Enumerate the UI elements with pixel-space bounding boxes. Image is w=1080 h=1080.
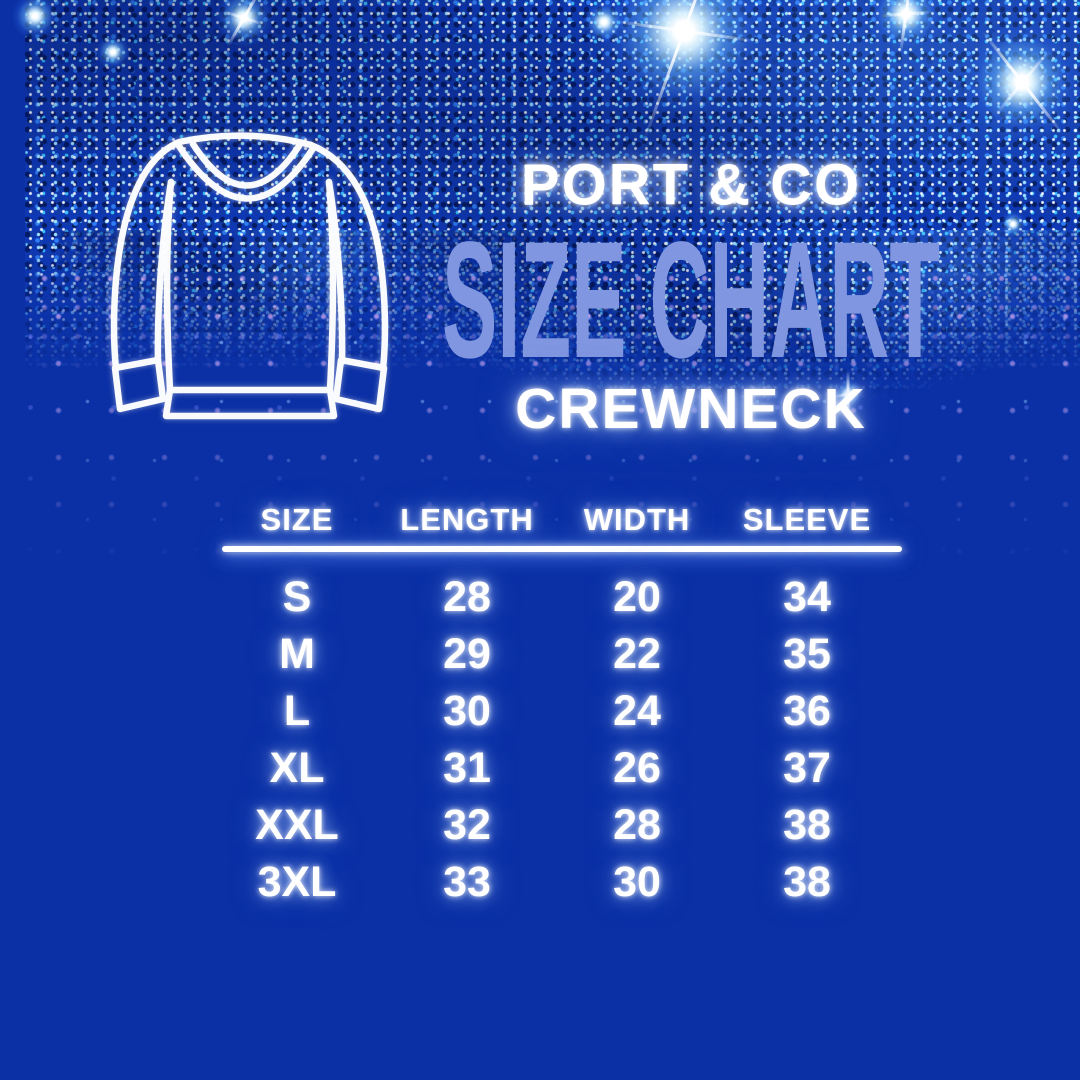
- header-divider-line: [222, 546, 902, 552]
- size-cell: 3XL: [257, 858, 337, 906]
- width-cell: 20: [613, 573, 661, 621]
- star-flare-icon: [12, 0, 58, 39]
- sleeve-cell: 38: [783, 801, 831, 849]
- length-cell: 32: [443, 801, 491, 849]
- size-cell: M: [279, 630, 315, 678]
- star-flare-icon: [583, 1, 625, 43]
- sparkle-icon: [833, 379, 863, 409]
- length-cell: 30: [443, 687, 491, 735]
- table-body: S 28 20 34 M 29 22 35 L 30 24 36 XL 31 2…: [212, 569, 892, 911]
- sleeve-cell: 37: [783, 744, 831, 792]
- table-row: M 29 22 35: [212, 626, 892, 683]
- size-cell: XL: [269, 744, 325, 792]
- column-header-size: SIZE: [260, 502, 334, 537]
- header-block: PORT & CO SIZE CHART CREWNECK: [421, 0, 961, 480]
- length-cell: 33: [443, 858, 491, 906]
- collar-inner-arc: [189, 140, 303, 189]
- star-flare-icon: [964, 24, 1080, 140]
- sleeve-cell: 38: [783, 858, 831, 906]
- star-flare-icon: [215, 0, 273, 47]
- sleeve-cell: 34: [783, 573, 831, 621]
- crewneck-sweater-icon: [110, 132, 389, 420]
- size-cell: L: [283, 687, 311, 735]
- width-cell: 24: [613, 687, 661, 735]
- star-flare-icon: [96, 35, 130, 69]
- sleeve-cell: 36: [783, 687, 831, 735]
- length-cell: 31: [443, 744, 491, 792]
- table-header-row: SIZE LENGTH WIDTH SLEEVE: [212, 500, 892, 540]
- size-cell: S: [282, 573, 312, 621]
- width-cell: 26: [613, 744, 661, 792]
- product-name: CREWNECK: [515, 377, 867, 441]
- collar-top-line: [175, 132, 315, 149]
- table-row: XL 31 26 37: [212, 740, 892, 797]
- table-row: 3XL 33 30 38: [212, 854, 892, 911]
- column-header-length: LENGTH: [400, 502, 534, 537]
- table-row: S 28 20 34: [212, 569, 892, 626]
- width-cell: 22: [613, 630, 661, 678]
- collar-outer-arc: [173, 139, 318, 202]
- length-cell: 29: [443, 630, 491, 678]
- size-cell: XXL: [255, 801, 339, 849]
- page-title: SIZE CHART: [442, 208, 940, 393]
- brand-name: PORT & CO: [520, 152, 862, 218]
- table-row: L 30 24 36: [212, 683, 892, 740]
- column-header-sleeve: SLEEVE: [742, 502, 872, 537]
- sleeve-cell: 35: [783, 630, 831, 678]
- column-header-width: WIDTH: [583, 502, 691, 537]
- width-cell: 30: [613, 858, 661, 906]
- sparkle-icon: [1000, 211, 1026, 237]
- width-cell: 28: [613, 801, 661, 849]
- length-cell: 28: [443, 573, 491, 621]
- glitter-texture-band: [25, 0, 1080, 375]
- table-row: XXL 32 28 38: [212, 797, 892, 854]
- size-chart-table: SIZE LENGTH WIDTH SLEEVE S 28 20 34 M 29…: [212, 500, 902, 911]
- falling-glitter-specks: [25, 290, 1080, 580]
